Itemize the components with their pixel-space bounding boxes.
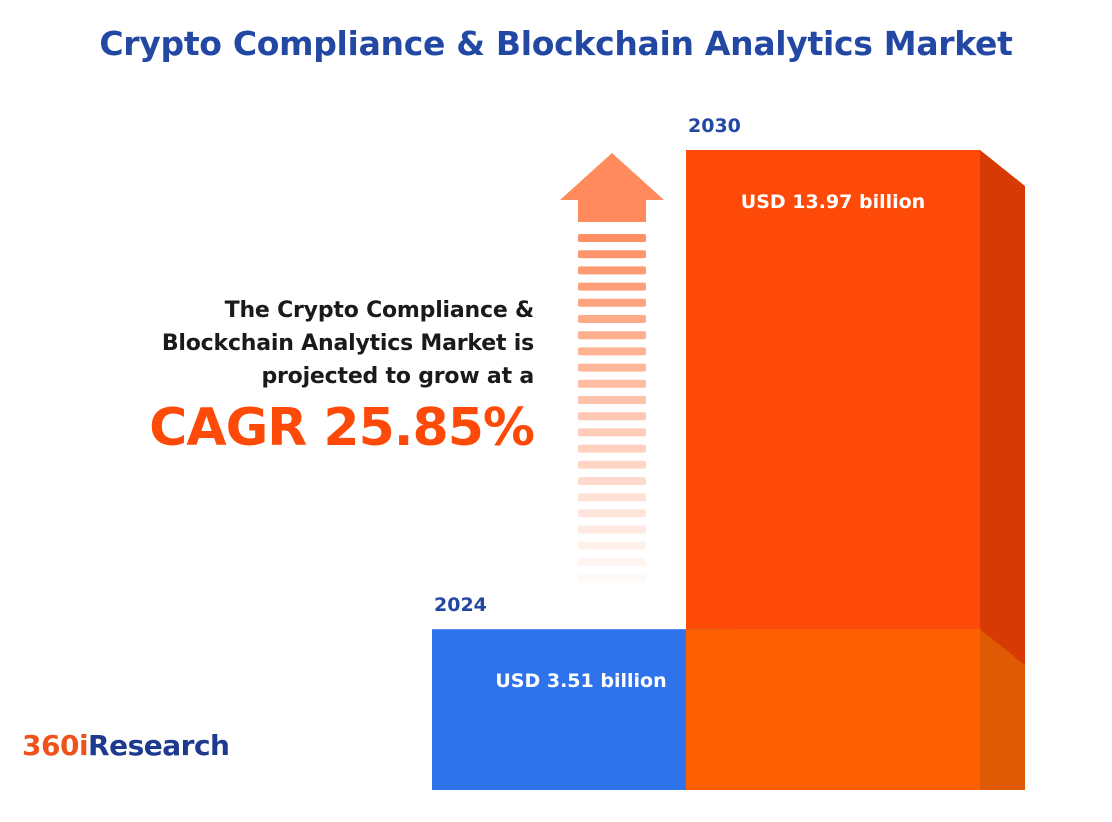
arrow-stripe: [578, 234, 646, 242]
logo-part-2: Research: [88, 729, 230, 762]
description-line-1: The Crypto Compliance &: [224, 298, 535, 323]
description-line-3: projected to grow at a: [261, 364, 534, 389]
arrow-stripe: [578, 331, 646, 340]
arrow-stripe: [578, 574, 646, 583]
bar-2030-lower-side: [980, 629, 1025, 790]
growth-arrow-icon: [560, 153, 664, 583]
arrow-stripe: [578, 379, 646, 388]
arrow-stripe: [578, 444, 646, 453]
arrow-stripe: [578, 250, 646, 259]
arrow-stripe: [578, 428, 646, 437]
bar-2030-lower-front: [686, 629, 980, 790]
logo-part-1: 360i: [22, 729, 89, 762]
arrow-stripe: [578, 363, 646, 372]
bar-2030-overlap: [686, 629, 1025, 790]
chart-title: Crypto Compliance & Blockchain Analytics…: [99, 24, 1013, 63]
bar-side-2030: [980, 150, 1025, 790]
bar-category-label-2024: 2024: [434, 594, 487, 616]
arrow-stripe: [578, 347, 646, 356]
arrow-stripe: [578, 315, 646, 323]
arrow-stripe: [578, 266, 646, 275]
arrow-stripe: [578, 558, 646, 566]
arrow-stripe: [578, 509, 646, 518]
arrow-stripe: [578, 396, 646, 404]
bar-value-label-2024: USD 3.51 billion: [495, 670, 666, 692]
cagr-value: CAGR 25.85%: [149, 398, 535, 458]
bar-value-label-2030: USD 13.97 billion: [741, 191, 925, 213]
arrow-head: [560, 153, 664, 222]
arrow-stripe: [578, 541, 646, 550]
arrow-stripe: [578, 460, 646, 469]
arrow-stripe: [578, 525, 646, 534]
arrow-stripe: [578, 282, 646, 291]
arrow-stripe: [578, 477, 646, 485]
description-line-2: Blockchain Analytics Market is: [161, 331, 534, 356]
bar-category-label-2030: 2030: [688, 115, 741, 137]
arrow-stripe: [578, 412, 646, 421]
brand-logo: 360iResearch: [22, 729, 230, 762]
bar-front-2024: [432, 629, 730, 790]
arrow-stripe: [578, 298, 646, 307]
arrow-stripe: [578, 493, 646, 502]
growth-description: The Crypto Compliance & Blockchain Analy…: [54, 294, 534, 393]
bars: USD 13.97 billion 2030 USD 3.51 billion 202…: [432, 115, 1025, 790]
